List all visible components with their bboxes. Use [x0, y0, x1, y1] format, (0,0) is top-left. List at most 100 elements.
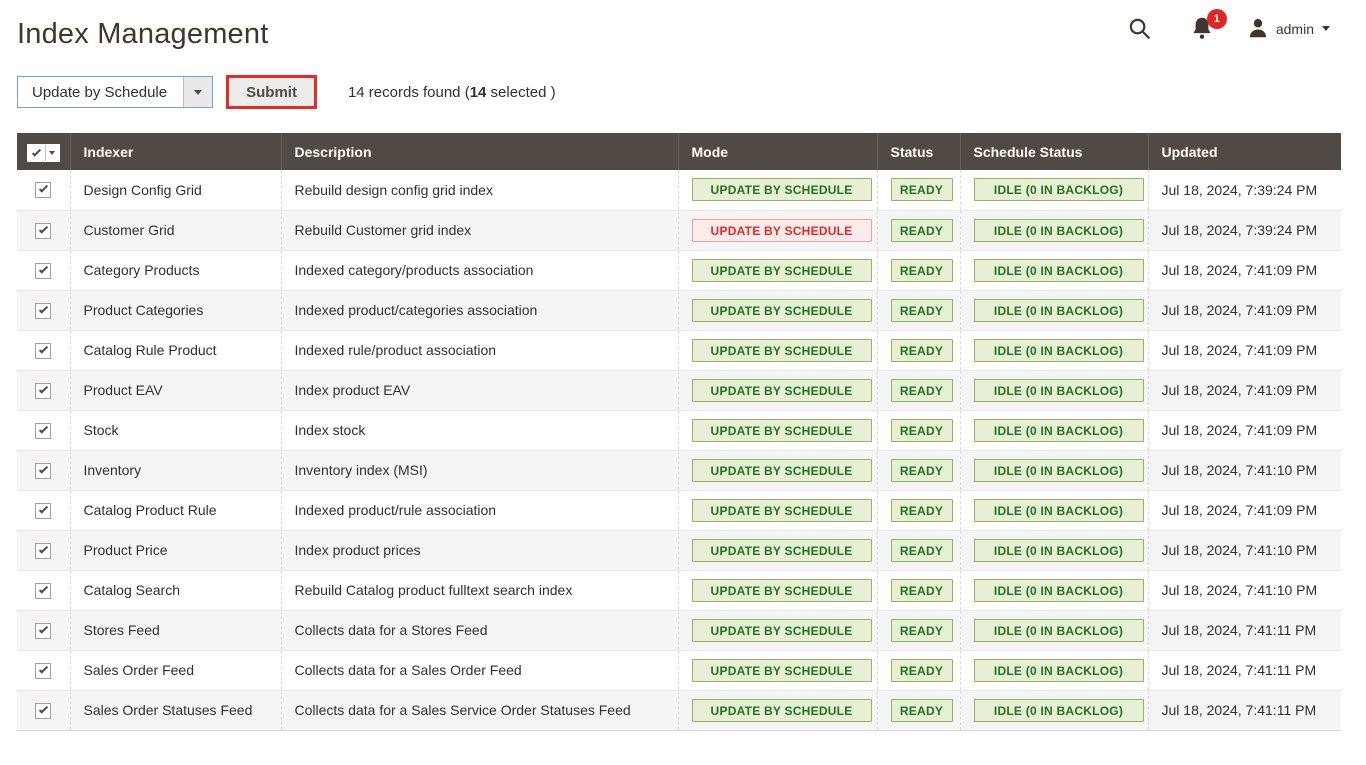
page-title: Index Management [17, 18, 269, 50]
mode-badge: UPDATE BY SCHEDULE [691, 538, 872, 562]
schedule-status-badge: IDLE (0 IN BACKLOG) [973, 338, 1144, 362]
schedule-status-badge: IDLE (0 IN BACKLOG) [973, 618, 1144, 642]
search-icon[interactable] [1128, 17, 1151, 40]
schedule-status-cell: IDLE (0 IN BACKLOG) [959, 409, 1148, 450]
description-cell: Rebuild design config grid index [280, 170, 678, 210]
updated-cell: Jul 18, 2024, 7:39:24 PM [1147, 209, 1341, 250]
mode-cell: UPDATE BY SCHEDULE [677, 369, 877, 410]
row-select-cell [17, 249, 70, 290]
status-badge: READY [890, 618, 953, 642]
updated-cell: Jul 18, 2024, 7:41:11 PM [1147, 689, 1341, 731]
indexer-cell: Sales Order Statuses Feed [69, 689, 281, 731]
column-header-indexer: Indexer [69, 133, 281, 170]
mode-cell: UPDATE BY SCHEDULE [677, 529, 877, 570]
mode-badge: UPDATE BY SCHEDULE [691, 698, 872, 722]
row-checkbox[interactable] [35, 542, 52, 559]
table-row: Catalog Search Rebuild Catalog product f… [17, 569, 1341, 610]
grid-header-row: Indexer Description Mode Status Schedule… [17, 133, 1341, 170]
row-checkbox[interactable] [35, 662, 52, 679]
schedule-status-cell: IDLE (0 IN BACKLOG) [959, 529, 1148, 570]
status-badge: READY [890, 458, 953, 482]
indexer-cell: Sales Order Feed [69, 649, 281, 690]
schedule-status-cell: IDLE (0 IN BACKLOG) [959, 249, 1148, 290]
description-cell: Indexed product/categories association [280, 289, 678, 330]
mode-badge: UPDATE BY SCHEDULE [691, 298, 872, 322]
row-select-cell [17, 529, 70, 570]
mode-cell: UPDATE BY SCHEDULE [677, 289, 877, 330]
schedule-status-badge: IDLE (0 IN BACKLOG) [973, 218, 1144, 242]
row-checkbox[interactable] [35, 622, 52, 639]
select-all-caret-icon[interactable] [44, 145, 59, 161]
mass-action-select[interactable]: Update by Schedule [17, 76, 214, 108]
status-cell: READY [876, 449, 960, 490]
status-badge: READY [890, 538, 953, 562]
row-select-cell [17, 569, 70, 610]
row-checkbox[interactable] [35, 502, 52, 519]
status-cell: READY [876, 609, 960, 650]
status-cell: READY [876, 329, 960, 370]
mass-action-select-caret[interactable] [183, 77, 213, 107]
indexer-cell: Catalog Rule Product [69, 329, 281, 370]
column-header-description: Description [280, 133, 678, 170]
submit-button[interactable]: Submit [226, 75, 317, 109]
row-checkbox[interactable] [35, 702, 52, 719]
username-label: admin [1275, 20, 1314, 37]
select-all-checkbox[interactable] [28, 145, 45, 161]
mode-badge: UPDATE BY SCHEDULE [691, 618, 872, 642]
row-checkbox[interactable] [35, 222, 52, 239]
schedule-status-cell: IDLE (0 IN BACKLOG) [959, 569, 1148, 610]
status-cell: READY [876, 529, 960, 570]
table-row: Product EAV Index product EAV UPDATE BY … [17, 369, 1341, 410]
updated-cell: Jul 18, 2024, 7:41:10 PM [1147, 569, 1341, 610]
schedule-status-badge: IDLE (0 IN BACKLOG) [973, 698, 1144, 722]
schedule-status-cell: IDLE (0 IN BACKLOG) [959, 449, 1148, 490]
table-row: Category Products Indexed category/produ… [17, 249, 1341, 290]
table-row: Stores Feed Collects data for a Stores F… [17, 609, 1341, 650]
notifications-bell-icon[interactable]: 1 [1190, 9, 1227, 41]
select-all-control[interactable] [26, 144, 60, 162]
schedule-status-cell: IDLE (0 IN BACKLOG) [959, 489, 1148, 530]
row-checkbox[interactable] [35, 302, 52, 319]
schedule-status-cell: IDLE (0 IN BACKLOG) [959, 369, 1148, 410]
row-checkbox[interactable] [35, 462, 52, 479]
description-cell: Rebuild Catalog product fulltext search … [280, 569, 678, 610]
status-cell: READY [876, 369, 960, 410]
page-header: Index Management 1 ad [17, 0, 1341, 60]
mass-action-selected-value: Update by Schedule [32, 83, 168, 101]
column-header-status: Status [876, 133, 960, 170]
status-cell: READY [876, 569, 960, 610]
indexer-cell: Category Products [69, 249, 281, 290]
user-menu-caret-icon [1322, 26, 1330, 31]
updated-cell: Jul 18, 2024, 7:41:11 PM [1147, 649, 1341, 690]
select-all-header [17, 133, 70, 170]
row-checkbox[interactable] [35, 342, 52, 359]
row-checkbox[interactable] [35, 422, 52, 439]
table-row: Product Categories Indexed product/categ… [17, 289, 1341, 330]
mode-cell: UPDATE BY SCHEDULE [677, 489, 877, 530]
table-row: Catalog Product Rule Indexed product/rul… [17, 489, 1341, 530]
row-checkbox[interactable] [35, 182, 52, 199]
status-cell: READY [876, 289, 960, 330]
mode-cell: UPDATE BY SCHEDULE [677, 569, 877, 610]
row-checkbox[interactable] [35, 582, 52, 599]
user-menu[interactable]: admin [1247, 17, 1330, 40]
schedule-status-badge: IDLE (0 IN BACKLOG) [973, 658, 1144, 682]
mode-cell: UPDATE BY SCHEDULE [677, 689, 877, 731]
schedule-status-cell: IDLE (0 IN BACKLOG) [959, 209, 1148, 250]
indexer-cell: Catalog Product Rule [69, 489, 281, 530]
status-badge: READY [890, 338, 953, 362]
table-row: Product Price Index product prices UPDAT… [17, 529, 1341, 570]
mode-cell: UPDATE BY SCHEDULE [677, 449, 877, 490]
schedule-status-badge: IDLE (0 IN BACKLOG) [973, 458, 1144, 482]
mode-badge: UPDATE BY SCHEDULE [691, 418, 872, 442]
indexer-cell: Product Price [69, 529, 281, 570]
description-cell: Indexed category/products association [280, 249, 678, 290]
row-checkbox[interactable] [35, 382, 52, 399]
status-badge: READY [890, 698, 953, 722]
schedule-status-cell: IDLE (0 IN BACKLOG) [959, 649, 1148, 690]
status-cell: READY [876, 689, 960, 731]
row-checkbox[interactable] [35, 262, 52, 279]
row-select-cell [17, 489, 70, 530]
updated-cell: Jul 18, 2024, 7:41:10 PM [1147, 449, 1341, 490]
updated-cell: Jul 18, 2024, 7:41:09 PM [1147, 329, 1341, 370]
